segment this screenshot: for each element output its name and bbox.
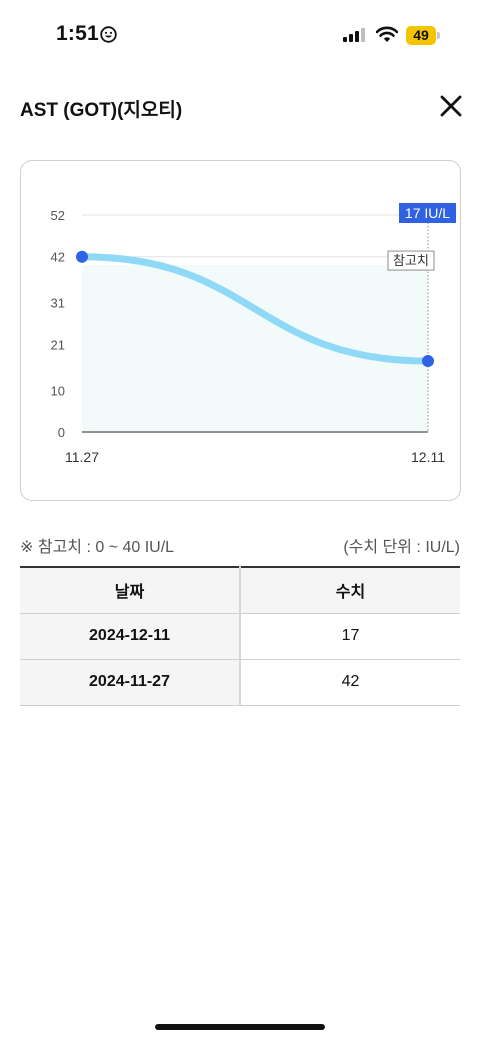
reference-range-band bbox=[82, 265, 428, 432]
page-title: AST (GOT)(지오티) bbox=[20, 100, 183, 121]
table-row: 2024-12-11 17 bbox=[20, 613, 460, 660]
row-value: 17 bbox=[240, 613, 460, 660]
status-time: 1:51 bbox=[56, 22, 99, 45]
history-table: 날짜 수치 2024-12-11 17 2024-11-27 42 bbox=[20, 566, 460, 706]
reference-label-box: 참고치 bbox=[387, 250, 435, 271]
highlight-value-label: 17 IU/L bbox=[405, 205, 450, 221]
wifi-icon bbox=[376, 26, 398, 42]
reference-range-note: ※ 참고치 : 0 ~ 40 IU/L bbox=[20, 539, 175, 556]
line-chart: 0 10 21 31 42 52 11.27 12.11 참고치 17 IU/L bbox=[51, 203, 456, 465]
y-tick-label: 10 bbox=[51, 383, 65, 398]
unit-note: (수치 단위 : IU/L) bbox=[343, 539, 460, 556]
row-value: 42 bbox=[240, 659, 460, 706]
row-date: 2024-11-27 bbox=[20, 659, 241, 706]
data-point[interactable] bbox=[76, 250, 88, 263]
table-row: 2024-11-27 42 bbox=[20, 659, 460, 706]
y-tick-labels: 0 10 21 31 42 52 bbox=[51, 208, 65, 440]
series-line bbox=[78, 253, 432, 365]
battery-cap bbox=[437, 32, 440, 39]
highlight-value-tag: 17 IU/L bbox=[399, 203, 456, 223]
row-date: 2024-12-11 bbox=[20, 613, 241, 660]
table-header-row: 날짜 수치 bbox=[20, 567, 460, 614]
home-indicator bbox=[155, 1024, 325, 1030]
chart-card: 0 10 21 31 42 52 11.27 12.11 참고치 17 IU/L bbox=[20, 160, 461, 501]
smiley-icon bbox=[100, 26, 117, 43]
column-header-value: 수치 bbox=[240, 567, 460, 614]
reference-label: 참고치 bbox=[393, 253, 429, 268]
legend-row: ※ 참고치 : 0 ~ 40 IU/L (수치 단위 : IU/L) bbox=[20, 533, 460, 556]
column-header-date: 날짜 bbox=[20, 567, 241, 614]
cellular-signal-icon bbox=[343, 28, 365, 42]
y-tick-label: 42 bbox=[51, 250, 65, 265]
y-tick-label: 52 bbox=[51, 208, 65, 223]
close-icon[interactable] bbox=[438, 93, 464, 119]
x-tick-label: 12.11 bbox=[411, 449, 445, 465]
data-point[interactable] bbox=[422, 355, 434, 368]
x-tick-label: 11.27 bbox=[65, 449, 99, 465]
status-bar: 1:51 49 bbox=[0, 0, 480, 72]
y-tick-label: 21 bbox=[51, 337, 65, 352]
battery-indicator: 49 bbox=[406, 26, 436, 45]
y-tick-label: 31 bbox=[51, 296, 65, 311]
y-tick-label: 0 bbox=[58, 425, 65, 440]
